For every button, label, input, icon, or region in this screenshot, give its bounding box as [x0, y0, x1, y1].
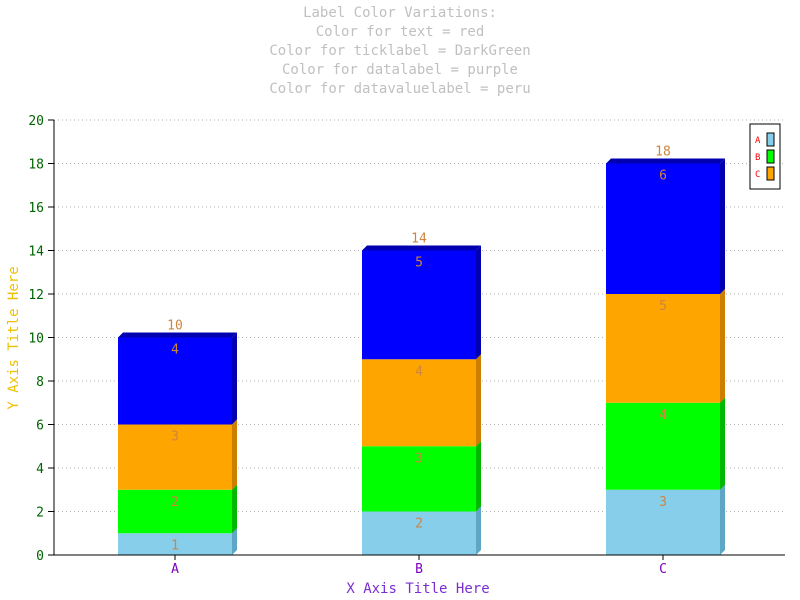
x-category-label: C [659, 562, 667, 577]
bar-segment-side [476, 506, 481, 555]
chart-title: Label Color Variations: Color for text =… [0, 4, 800, 99]
legend-swatch [766, 132, 775, 147]
data-value-label: 4 [171, 343, 179, 358]
bar-segment [606, 402, 720, 490]
y-tick-label: 10 [28, 332, 44, 347]
y-tick-label: 20 [28, 114, 44, 129]
bar-top-face [362, 245, 481, 251]
y-tick-label: 14 [28, 245, 44, 260]
bar-segment [362, 446, 476, 512]
data-value-label: 2 [171, 495, 179, 510]
title-line-4: Color for datalabel = purple [281, 62, 518, 78]
legend-swatch [766, 166, 775, 181]
bar-segment [118, 533, 232, 555]
bar-total-label: 10 [167, 319, 183, 334]
title-line-2: Color for text = red [315, 24, 485, 40]
legend-label: A [755, 136, 761, 146]
bar-total-label: 14 [411, 232, 427, 247]
data-value-label: 4 [415, 364, 423, 379]
y-tick-label: 6 [36, 419, 44, 434]
title-line-1: Label Color Variations: [303, 5, 497, 21]
bar-segment-side [232, 419, 237, 490]
data-value-label: 3 [171, 430, 179, 445]
y-tick-label: 12 [28, 288, 44, 303]
data-value-label: 1 [171, 538, 179, 553]
bar-segment-side [476, 245, 481, 360]
bar-segment [118, 424, 232, 490]
bar-top-face [118, 332, 237, 338]
data-value-label: 2 [415, 517, 423, 532]
data-value-label: 3 [415, 451, 423, 466]
bar-segment-side [232, 332, 237, 425]
bar-segment-side [476, 354, 481, 447]
title-line-3: Color for ticklabel = DarkGreen [269, 43, 531, 59]
x-category-label: B [415, 562, 423, 577]
bar-segment-side [720, 289, 725, 403]
data-value-label: 5 [659, 299, 667, 314]
legend: ABC [749, 123, 781, 190]
bar-top-face [606, 158, 725, 164]
bar-segment-side [476, 441, 481, 512]
bar-segment [606, 294, 720, 403]
data-value-label: 6 [659, 169, 667, 184]
legend-swatch [766, 149, 775, 164]
bar-segment-side [232, 528, 237, 555]
bars: 1 2 3 4 10 2 3 4 5 14 3 4 5 6 18 [118, 145, 725, 555]
bar-segment [362, 250, 476, 360]
bar-segment-side [232, 484, 237, 534]
bar-segment-side [720, 397, 725, 490]
bar-segment [362, 511, 476, 555]
data-value-label: 3 [659, 495, 667, 510]
y-tick-label: 16 [28, 201, 44, 216]
bar-segment [606, 489, 720, 555]
bar-segment [118, 337, 232, 425]
bar-total-label: 18 [655, 145, 671, 160]
bar-segment-side [720, 158, 725, 294]
y-tick-label: 0 [36, 549, 44, 564]
legend-label: B [755, 153, 760, 163]
bar-segment [606, 163, 720, 294]
y-tick-label: 2 [36, 506, 44, 521]
x-category-label: A [171, 562, 179, 577]
y-tick-label: 4 [36, 462, 44, 477]
bar-segment [362, 359, 476, 447]
bar-segment-side [720, 484, 725, 555]
y-tick-label: 8 [36, 375, 44, 390]
legend-label: C [755, 170, 760, 180]
x-axis-title: X Axis Title Here [346, 581, 489, 597]
data-value-label: 5 [415, 256, 423, 271]
y-axis-title: Y Axis Title Here [6, 266, 22, 409]
data-value-label: 4 [659, 408, 667, 423]
y-tick-label: 18 [28, 158, 44, 173]
title-line-5: Color for datavaluelabel = peru [269, 81, 531, 97]
bar-segment [118, 489, 232, 534]
legend-box [749, 123, 781, 190]
